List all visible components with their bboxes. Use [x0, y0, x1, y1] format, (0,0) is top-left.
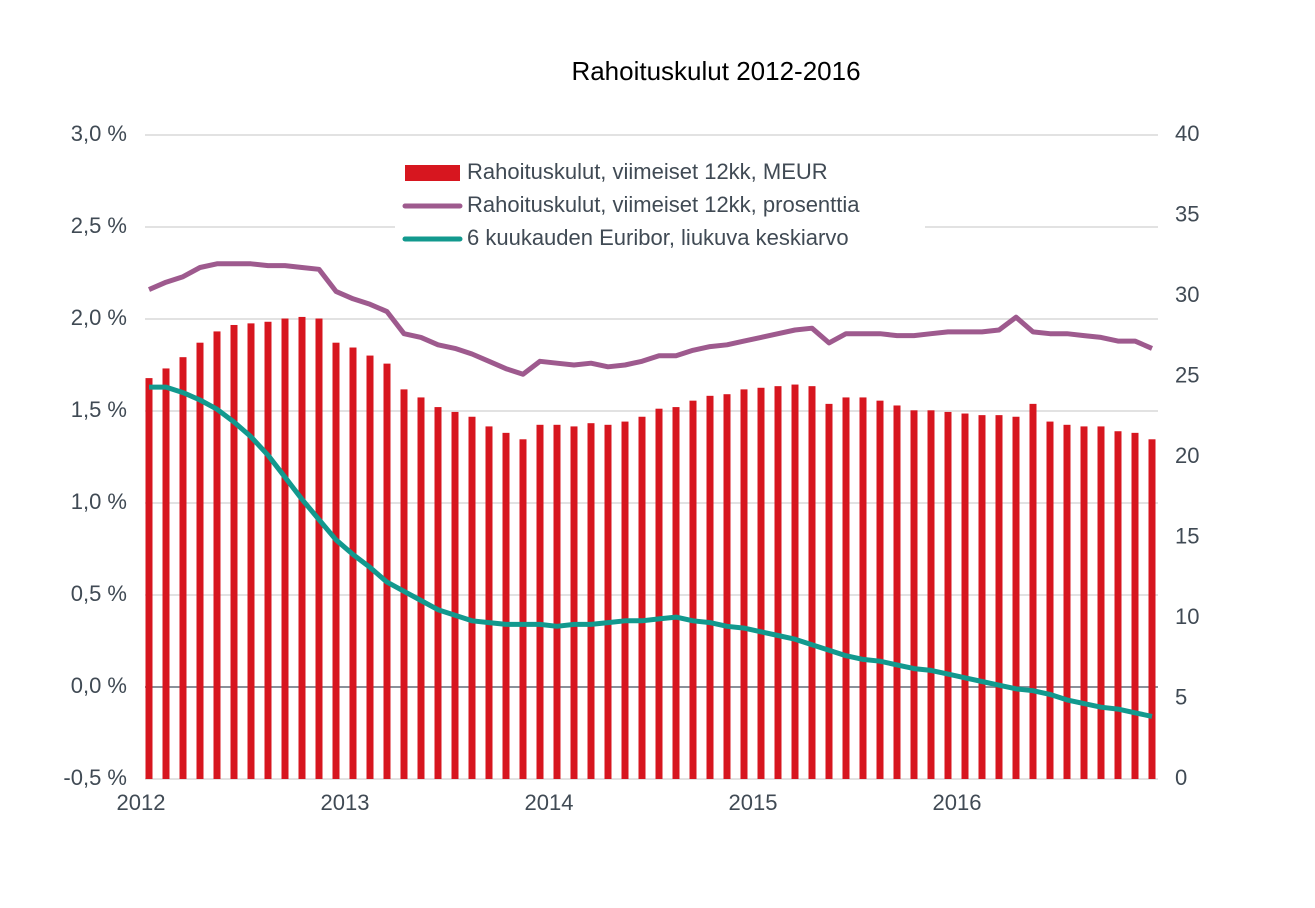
bar: [893, 405, 901, 779]
bar: [468, 416, 476, 779]
y-tick-label: 0,0 %: [71, 673, 127, 698]
y-tick-label: 1,5 %: [71, 397, 127, 422]
bar: [1131, 432, 1139, 779]
lines: [148, 261, 1153, 719]
bar: [842, 397, 850, 779]
bar: [978, 415, 986, 779]
y2-tick-label: 5: [1175, 684, 1187, 709]
y2-tick-label: 40: [1175, 121, 1199, 146]
bar: [349, 347, 357, 779]
bar: [383, 363, 391, 779]
legend-background: [395, 152, 925, 258]
y-tick-label: -0,5 %: [63, 765, 127, 790]
y-tick-label: 2,0 %: [71, 305, 127, 330]
bar: [1012, 416, 1020, 779]
bar: [213, 331, 221, 779]
bar: [672, 407, 680, 779]
bar: [808, 386, 816, 779]
bar: [196, 342, 204, 779]
line: [149, 384, 1153, 719]
bar: [587, 423, 595, 779]
x-tick-label: 2016: [933, 790, 982, 815]
bar: [298, 316, 306, 779]
bar: [1097, 426, 1105, 779]
y2-tick-label: 0: [1175, 765, 1187, 790]
y-tick-label: 1,0 %: [71, 489, 127, 514]
bar: [315, 318, 323, 779]
bar: [791, 384, 799, 779]
bar: [910, 410, 918, 779]
bar: [281, 318, 289, 779]
bar: [162, 368, 170, 779]
bar: [723, 394, 731, 779]
legend-label: 6 kuukauden Euribor, liukuva keskiarvo: [467, 225, 849, 250]
x-tick-label: 2015: [729, 790, 778, 815]
bar: [502, 432, 510, 779]
legend-label: Rahoituskulut, viimeiset 12kk, prosentti…: [467, 192, 860, 217]
grid: [145, 134, 1158, 780]
chart-title: Rahoituskulut 2012-2016: [571, 56, 860, 86]
y2-tick-label: 35: [1175, 201, 1199, 226]
bar: [655, 408, 663, 779]
legend-label: Rahoituskulut, viimeiset 12kk, MEUR: [467, 159, 828, 184]
bar: [485, 426, 493, 779]
bar: [604, 424, 612, 779]
bar: [1046, 421, 1054, 779]
bar: [774, 386, 782, 779]
y2-tick-label: 30: [1175, 282, 1199, 307]
x-tick-label: 2014: [525, 790, 574, 815]
bar: [400, 389, 408, 779]
x-tick-label: 2013: [321, 790, 370, 815]
bar: [927, 410, 935, 779]
bars: [145, 316, 1156, 779]
bar: [247, 323, 255, 779]
bar: [944, 411, 952, 779]
y2-tick-label: 25: [1175, 362, 1199, 387]
bar: [1148, 439, 1156, 779]
bar: [638, 416, 646, 779]
bar: [689, 400, 697, 779]
bar: [859, 397, 867, 779]
bar: [740, 389, 748, 779]
y2-tick-label: 10: [1175, 604, 1199, 629]
bar: [1063, 424, 1071, 779]
bar: [1029, 403, 1037, 779]
bar: [961, 413, 969, 779]
bar: [332, 342, 340, 779]
bar: [570, 426, 578, 779]
bar: [179, 357, 187, 779]
bar: [995, 415, 1003, 779]
bar: [553, 424, 561, 779]
bar: [230, 324, 238, 779]
y-tick-label: 2,5 %: [71, 213, 127, 238]
bar: [451, 411, 459, 779]
legend-swatch: [405, 165, 460, 181]
y2-tick-label: 20: [1175, 443, 1199, 468]
bar: [1080, 426, 1088, 779]
bar: [825, 403, 833, 779]
line: [148, 261, 1153, 377]
bar: [1114, 431, 1122, 779]
bar: [145, 378, 153, 779]
bar: [621, 421, 629, 779]
bar: [757, 387, 765, 779]
bar: [519, 439, 527, 779]
bar: [264, 321, 272, 779]
y-tick-label: 3,0 %: [71, 121, 127, 146]
legend: Rahoituskulut, viimeiset 12kk, MEUR Rahoi…: [395, 152, 925, 258]
y-tick-label: 0,5 %: [71, 581, 127, 606]
bar: [417, 397, 425, 779]
bar: [706, 395, 714, 779]
x-tick-label: 2012: [117, 790, 166, 815]
bar: [536, 424, 544, 779]
bar: [434, 407, 442, 779]
y2-tick-label: 15: [1175, 523, 1199, 548]
bar: [876, 400, 884, 779]
